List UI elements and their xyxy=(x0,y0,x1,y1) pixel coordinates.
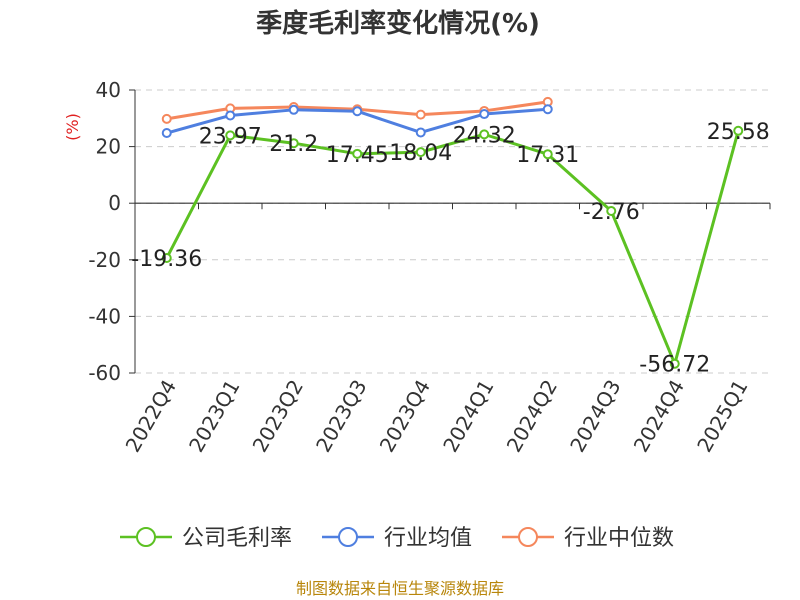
data-point[interactable] xyxy=(479,129,490,140)
data-label: 24.32 xyxy=(453,123,516,148)
data-point[interactable] xyxy=(161,113,172,124)
data-point[interactable] xyxy=(479,109,490,120)
x-tick-label: 2023Q2 xyxy=(248,376,308,457)
series-group xyxy=(161,96,744,369)
data-point[interactable] xyxy=(733,125,744,136)
x-tick-label: 2023Q1 xyxy=(184,376,244,457)
x-tick-label: 2024Q4 xyxy=(629,376,689,457)
source-note: 制图数据来自恒生聚源数据库 xyxy=(296,579,504,598)
data-point[interactable] xyxy=(542,104,553,115)
legend[interactable]: 公司毛利率 行业均值 行业中位数 xyxy=(120,526,674,551)
y-tick-label: 0 xyxy=(108,191,121,215)
x-tick-label: 2023Q4 xyxy=(375,376,435,457)
series-1 xyxy=(161,104,553,139)
x-tick-label: 2024Q2 xyxy=(502,376,562,457)
data-point[interactable] xyxy=(352,106,363,117)
x-tick-label: 2025Q1 xyxy=(692,376,752,457)
x-tick-label: 2023Q3 xyxy=(311,376,371,457)
y-tick-label: 40 xyxy=(96,78,121,102)
data-point[interactable] xyxy=(669,358,680,369)
x-tick-label: 2024Q1 xyxy=(438,376,498,457)
y-axis-label: (%) xyxy=(63,113,82,141)
data-point[interactable] xyxy=(161,128,172,139)
legend-label: 行业中位数 xyxy=(564,526,674,551)
data-label: 21.2 xyxy=(269,132,318,157)
legend-label: 公司毛利率 xyxy=(182,526,292,551)
y-tick-label: -60 xyxy=(88,361,121,385)
chart-title: 季度毛利率变化情况(%) xyxy=(256,8,540,39)
legend-marker xyxy=(518,527,538,547)
data-label: 17.31 xyxy=(516,143,579,168)
x-tick-label: 2024Q3 xyxy=(565,376,625,457)
legend-item[interactable]: 公司毛利率 xyxy=(120,526,292,551)
series-0 xyxy=(161,125,744,369)
legend-label: 行业均值 xyxy=(384,526,472,551)
y-tick-label: -20 xyxy=(88,248,121,272)
legend-item[interactable]: 行业中位数 xyxy=(502,526,674,551)
legend-marker xyxy=(136,527,156,547)
legend-marker xyxy=(338,527,358,547)
data-point[interactable] xyxy=(225,130,236,141)
data-point[interactable] xyxy=(606,206,617,217)
data-point[interactable] xyxy=(542,149,553,160)
data-point[interactable] xyxy=(288,138,299,149)
data-label: 17.45 xyxy=(326,143,389,168)
data-label: 23.97 xyxy=(199,124,262,149)
data-label: -2.76 xyxy=(583,200,640,225)
y-tick-label: 20 xyxy=(96,135,121,159)
data-point[interactable] xyxy=(415,109,426,120)
data-point[interactable] xyxy=(415,147,426,158)
data-point[interactable] xyxy=(288,104,299,115)
data-point[interactable] xyxy=(161,252,172,263)
legend-item[interactable]: 行业均值 xyxy=(322,526,472,551)
data-label: -56.72 xyxy=(639,353,710,378)
data-label: 18.04 xyxy=(389,141,452,166)
x-tick-label: 2022Q4 xyxy=(121,376,181,457)
data-label: 25.58 xyxy=(707,120,770,145)
data-label: -19.36 xyxy=(131,247,202,272)
series-line xyxy=(165,130,740,366)
data-point[interactable] xyxy=(225,110,236,121)
y-tick-label: -40 xyxy=(88,304,121,328)
data-point[interactable] xyxy=(415,127,426,138)
data-point[interactable] xyxy=(352,148,363,159)
